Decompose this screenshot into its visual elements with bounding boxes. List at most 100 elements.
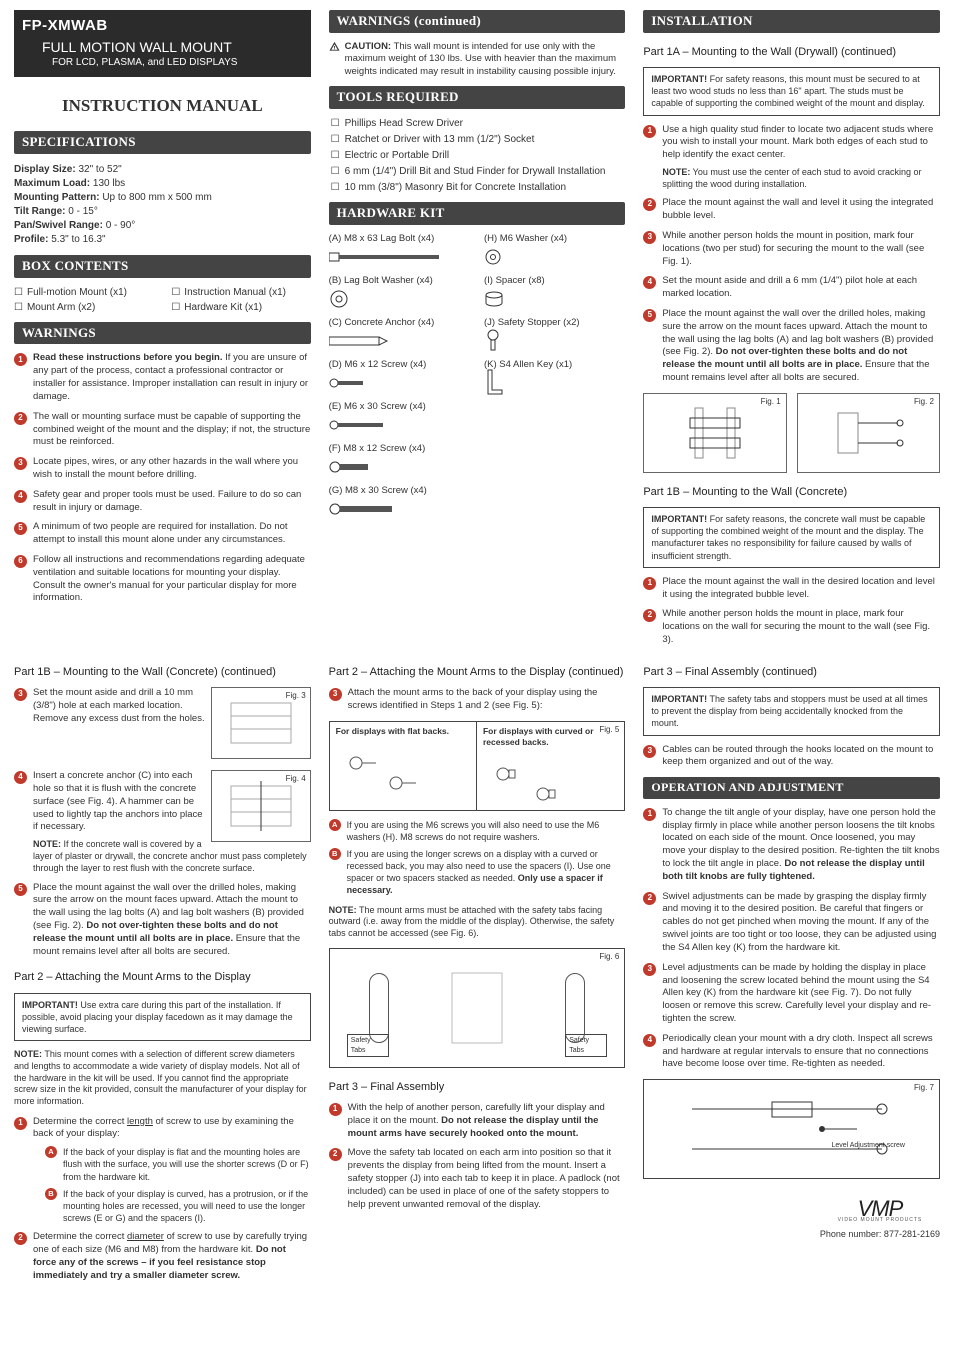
logo-text: VMP: [820, 1201, 940, 1216]
step-badge: 1: [14, 1117, 27, 1130]
part3-cont-title: Part 3 – Final Assembly (continued): [643, 665, 940, 679]
note-text: NOTE: This mount comes with a selection …: [14, 1049, 311, 1107]
step-badge: 3: [643, 963, 656, 976]
list-item: 3While another person holds the mount in…: [643, 230, 940, 268]
step-badge: 2: [14, 1232, 27, 1245]
letter-badge: A: [329, 819, 341, 831]
hardware-item: (A) M8 x 63 Lag Bolt (x4): [329, 233, 470, 275]
list-item: 1 Use a high quality stud finder to loca…: [643, 124, 940, 191]
list-item: 2While another person holds the mount in…: [643, 608, 940, 646]
warning-text: Follow all instructions and recommendati…: [33, 554, 311, 605]
step-badge: 3: [329, 688, 342, 701]
step-text: Level adjustments can be made by holding…: [662, 962, 940, 1026]
step-badge: 1: [643, 125, 656, 138]
brand-logo: VMP VIDEO MOUNT PRODUCTS: [820, 1201, 940, 1223]
caution-text: CAUTION: This wall mount is intended for…: [345, 41, 626, 78]
flat-back-diagram-icon: [336, 743, 436, 793]
step-badge: 4: [14, 490, 27, 503]
phone-number: Phone number: 877-281-2169: [820, 1229, 940, 1241]
screw-icon: [329, 415, 470, 435]
letter-badge: A: [45, 1146, 57, 1158]
letter-badge: B: [329, 848, 341, 860]
list-item: 4Set the mount aside and drill a 6 mm (1…: [643, 275, 940, 301]
step-text: Attach the mount arms to the back of you…: [348, 687, 626, 713]
list-item: 3 Attach the mount arms to the back of yo…: [329, 687, 626, 713]
note-text: NOTE: The mount arms must be attached wi…: [329, 905, 626, 940]
anchor-icon: [329, 331, 470, 351]
part1a-steps: 1 Use a high quality stud finder to loca…: [643, 124, 940, 385]
specs-block: Display Size: 32" to 52" Maximum Load: 1…: [14, 162, 311, 247]
step-badge: 2: [14, 412, 27, 425]
figure-7: Fig. 7 Level Adjustment screw: [643, 1079, 940, 1179]
step-text: Cables can be routed through the hooks l…: [662, 744, 940, 770]
note-text: NOTE: If the concrete wall is covered by…: [33, 838, 311, 874]
list-item: 1Read these instructions before you begi…: [14, 352, 311, 403]
important-box: IMPORTANT! Use extra care during this pa…: [14, 993, 311, 1041]
hardware-grid: (A) M8 x 63 Lag Bolt (x4) (B) Lag Bolt W…: [329, 233, 626, 527]
allen-key-icon: [484, 373, 625, 393]
part3-title: Part 3 – Final Assembly: [329, 1080, 626, 1094]
part2-steps: 1 Determine the correct length of screw …: [14, 1116, 311, 1283]
step-text: With the help of another person, careful…: [348, 1102, 626, 1140]
product-header: FP-XMWAB FULL MOTION WALL MOUNT FOR LCD,…: [14, 10, 311, 77]
washer-icon: [484, 247, 625, 267]
list-item: 2 Determine the correct diameter of screw…: [14, 1231, 311, 1282]
screw-icon: [329, 373, 470, 393]
step-badge: 4: [643, 276, 656, 289]
list-item: BIf the back of your display is curved, …: [45, 1188, 311, 1224]
figure-label: Fig. 7: [914, 1083, 934, 1093]
product-subtitle: FOR LCD, PLASMA, and LED DISPLAYS: [52, 56, 303, 69]
figure-label: Fig. 4: [286, 774, 306, 785]
warning-text: Safety gear and proper tools must be use…: [33, 489, 311, 515]
list-item: 3 Fig. 3 Set the mount aside and drill a…: [14, 687, 311, 763]
model-number: FP-XMWAB: [22, 16, 303, 36]
column-2: WARNINGS (continued) CAUTION: This wall …: [329, 10, 626, 647]
list-item: 1Place the mount against the wall in the…: [643, 576, 940, 602]
operation-heading: OPERATION AND ADJUSTMENT: [643, 777, 940, 799]
step-text: Determine the correct length of screw to…: [33, 1116, 311, 1142]
warning-icon: [329, 41, 340, 52]
hardware-item: (K) S4 Allen Key (x1): [484, 359, 625, 401]
step-badge: 2: [643, 198, 656, 211]
hardware-item: (C) Concrete Anchor (x4): [329, 317, 470, 359]
part3-cont-steps: 3Cables can be routed through the hooks …: [643, 744, 940, 770]
list-item: BIf you are using the longer screws on a…: [329, 848, 626, 897]
bolt-diagram-icon: [828, 403, 908, 463]
tools-heading: TOOLS REQUIRED: [329, 86, 626, 109]
step-text: Periodically clean your mount with a dry…: [662, 1033, 940, 1071]
operation-steps: 1To change the tilt angle of your displa…: [643, 807, 940, 1071]
figure-4: Fig. 4: [211, 770, 311, 842]
step-text: Place the mount against the wall in the …: [662, 576, 940, 602]
level-adjust-diagram-icon: [682, 1094, 902, 1164]
spec-row: Maximum Load: 130 lbs: [14, 177, 311, 190]
box-contents-list: Full-motion Mount (x1) Instruction Manua…: [14, 286, 311, 314]
arm-left: Safety Tabs: [369, 973, 389, 1043]
figure-label: Fig. 5: [599, 725, 619, 735]
step-badge: 4: [643, 1034, 656, 1047]
spec-row: Profile: 5.3" to 16.3": [14, 233, 311, 246]
step-text: Swivel adjustments can be made by graspi…: [662, 891, 940, 955]
row2-column-2: Part 2 – Attaching the Mount Arms to the…: [329, 661, 626, 1283]
figure-1: Fig. 1: [643, 393, 786, 473]
panel-label: For displays with flat backs.: [336, 726, 470, 737]
manual-title: INSTRUCTION MANUAL: [14, 95, 311, 117]
step-text: Determine the correct diameter of screw …: [33, 1231, 311, 1282]
screw-icon: [329, 457, 470, 477]
figure-row: Fig. 1 Fig. 2: [643, 393, 940, 473]
step-badge: 2: [643, 609, 656, 622]
step-badge: 3: [643, 231, 656, 244]
anchor-diagram-icon: [226, 781, 296, 831]
sub-list: AIf the back of your display is flat and…: [33, 1146, 311, 1224]
list-item: 4 Periodically clean your mount with a dr…: [643, 1033, 940, 1071]
figure-6: Fig. 6 Safety Tabs Safety Tabs: [329, 948, 626, 1068]
step-badge: 5: [14, 522, 27, 535]
letter-badge: B: [45, 1188, 57, 1200]
list-item: 10 mm (3/8") Masonry Bit for Concrete In…: [331, 181, 626, 194]
step-badge: 6: [14, 555, 27, 568]
part2-cont-title: Part 2 – Attaching the Mount Arms to the…: [329, 665, 626, 679]
step-badge: 1: [329, 1103, 342, 1116]
important-box: IMPORTANT! For safety reasons, this moun…: [643, 67, 940, 115]
list-item: AIf the back of your display is flat and…: [45, 1146, 311, 1182]
figure-label: Fig. 3: [286, 691, 306, 702]
step-text: Place the mount against the wall over th…: [33, 882, 311, 959]
